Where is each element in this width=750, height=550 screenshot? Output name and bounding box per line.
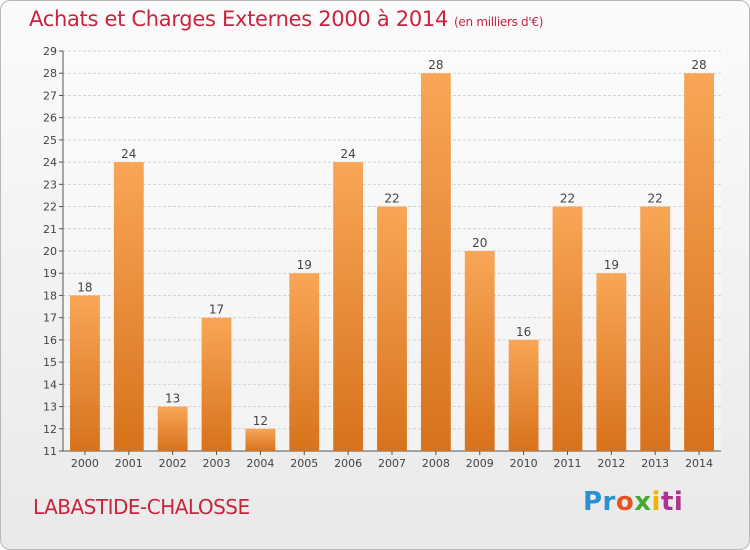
x-tick-label: 2003 — [203, 457, 231, 470]
bar — [333, 162, 364, 451]
bar — [640, 206, 671, 451]
y-tick-label: 27 — [43, 89, 57, 102]
logo-part-5: ti — [660, 487, 684, 517]
bar-value-label: 22 — [560, 192, 575, 206]
y-tick-label: 18 — [43, 289, 57, 302]
bar-value-label: 19 — [297, 258, 312, 272]
y-tick-label: 28 — [43, 67, 57, 80]
chart-title: Achats et Charges Externes 2000 à 2014 (e… — [29, 7, 543, 31]
chart-title-main: Achats et Charges Externes 2000 à 2014 — [29, 7, 449, 31]
chart-title-unit: (en milliers d'€) — [454, 15, 544, 29]
bar-value-label: 28 — [428, 58, 443, 72]
bar — [552, 206, 583, 451]
logo-part-2: o — [615, 487, 635, 517]
bar — [464, 251, 495, 451]
y-tick-label: 21 — [43, 223, 57, 236]
y-tick-label: 23 — [43, 178, 57, 191]
y-tick-label: 15 — [43, 356, 57, 369]
bar — [377, 206, 407, 451]
y-tick-label: 11 — [43, 445, 57, 458]
x-tick-label: 2013 — [641, 457, 669, 470]
y-tick-label: 13 — [43, 401, 57, 414]
y-tick-label: 22 — [43, 201, 57, 214]
bar-value-label: 19 — [604, 258, 619, 272]
x-tick-label: 2001 — [115, 457, 143, 470]
y-tick-label: 24 — [43, 156, 57, 169]
x-tick-label: 2004 — [246, 457, 274, 470]
y-tick-label: 16 — [43, 334, 57, 347]
bar-value-label: 18 — [77, 280, 92, 294]
bar-value-label: 22 — [384, 192, 399, 206]
commune-name: LABASTIDE-CHALOSSE — [33, 495, 250, 519]
bar — [508, 339, 539, 451]
x-tick-label: 2014 — [685, 457, 713, 470]
y-tick-label: 14 — [43, 378, 57, 391]
bar-value-label: 28 — [691, 58, 706, 72]
logo-part-3: x — [634, 487, 652, 517]
bar-value-label: 16 — [516, 325, 531, 339]
bar — [70, 295, 100, 451]
y-tick-label: 19 — [43, 267, 57, 280]
bar-value-label: 17 — [209, 303, 224, 317]
x-tick-label: 2012 — [597, 457, 625, 470]
x-tick-label: 2002 — [159, 457, 187, 470]
x-tick-label: 2011 — [553, 457, 581, 470]
y-tick-label: 25 — [43, 134, 57, 147]
bar-value-label: 24 — [340, 147, 355, 161]
bar-value-label: 22 — [648, 192, 663, 206]
y-tick-label: 29 — [43, 45, 57, 58]
logo-part-1: Pr — [583, 487, 616, 517]
x-tick-label: 2006 — [334, 457, 362, 470]
bar — [684, 73, 714, 451]
bar-value-label: 13 — [165, 392, 180, 406]
y-tick-label: 12 — [43, 423, 57, 436]
bar — [596, 273, 627, 451]
x-tick-label: 2005 — [290, 457, 318, 470]
y-tick-label: 26 — [43, 112, 57, 125]
bar — [420, 73, 451, 451]
bar — [245, 428, 276, 451]
y-tick-label: 20 — [43, 245, 57, 258]
bar — [157, 406, 188, 451]
x-tick-label: 2008 — [422, 457, 450, 470]
bar — [289, 273, 320, 451]
bar-value-label: 20 — [472, 236, 487, 250]
x-tick-label: 2010 — [510, 457, 538, 470]
x-tick-label: 2000 — [71, 457, 99, 470]
logo-part-4: i — [651, 487, 661, 517]
bar-value-label: 12 — [253, 414, 268, 428]
x-tick-label: 2007 — [378, 457, 406, 470]
proxiti-logo: Proxiti — [583, 487, 683, 517]
bar — [201, 317, 232, 451]
y-tick-label: 17 — [43, 312, 57, 325]
bar-value-label: 24 — [121, 147, 136, 161]
bar — [113, 162, 144, 451]
x-tick-label: 2009 — [466, 457, 494, 470]
